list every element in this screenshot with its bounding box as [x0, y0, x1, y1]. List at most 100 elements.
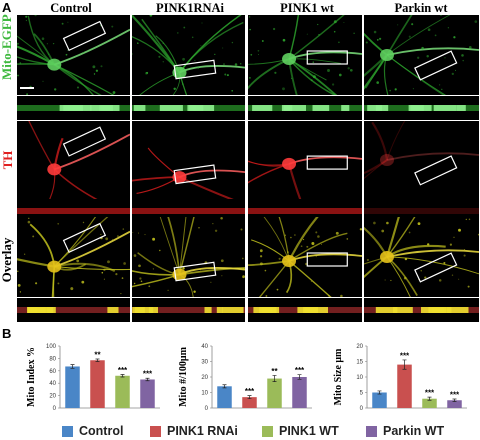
y-tick-label: 20: [201, 375, 208, 381]
chart-mito-number: Mito #/100μm 0 10 20 30 40 *** ** ***: [170, 336, 320, 422]
y-tick-label: 0: [53, 406, 57, 412]
row-label-th: TH: [0, 150, 15, 170]
y-axis-title: Mito Size μm: [333, 348, 344, 405]
legend-label-control: Control: [79, 424, 124, 438]
micrograph-th-control: [17, 121, 130, 199]
legend-swatch-pink1-rnai: [150, 425, 161, 437]
legend-label-pink1-wt: PINK1 WT: [279, 424, 339, 438]
y-tick-label: 20: [356, 344, 363, 350]
y-axis-title: Mito Index %: [26, 347, 37, 407]
significance-label: ***: [295, 366, 305, 375]
legend-item-pink1-wt: PINK1 WT: [262, 424, 339, 438]
panel-b-letter: B: [2, 326, 12, 341]
error-bar: [70, 364, 75, 369]
micrograph-th-pink1-wt: [248, 121, 362, 199]
zoom-strip-mito-egfp-parkin-wt: [364, 96, 479, 120]
micrograph-mito-egfp-parkin-wt: [364, 15, 479, 95]
error-bar: [377, 390, 382, 395]
zoom-strip-mito-egfp-pink1rnai: [132, 96, 245, 120]
bar-pink1-rnai: [90, 360, 105, 408]
micrograph-mito-egfp-pink1-wt: [248, 15, 362, 95]
legend: Control PINK1 RNAi PINK1 WT Parkin WT: [0, 424, 480, 440]
bar-control: [372, 392, 387, 408]
bar-parkin-wt: [447, 400, 462, 408]
y-tick-label: 20: [49, 394, 56, 400]
bar-control: [217, 386, 232, 408]
bar-chart-svg: Mito Size μm 0 5 10 15 20 *** *** ***: [333, 344, 467, 412]
micrograph-overlay-control: [17, 217, 130, 297]
bar-control: [65, 366, 80, 408]
error-bar: [427, 396, 432, 401]
y-tick-label: 30: [201, 360, 208, 366]
micrograph-mito-egfp-pink1rnai: [132, 15, 245, 95]
bar-pink1-wt: [267, 378, 282, 408]
column-header-pink1-wt: PINK1 wt: [280, 1, 334, 15]
column-header-parkin-wt: Parkin wt: [394, 1, 448, 15]
error-bar: [272, 375, 277, 382]
column-header-control: Control: [50, 1, 92, 15]
zoom-strip-mito-egfp-control: [17, 96, 130, 120]
chart-mito-index: Mito Index % 0 20 40 60 80 100 ** *** ***: [18, 336, 168, 422]
y-tick-label: 40: [49, 381, 56, 387]
bar-pink1-wt: [422, 398, 437, 408]
significance-label: **: [94, 351, 101, 360]
error-bar: [145, 377, 150, 382]
micrograph-th-pink1rnai: [132, 121, 245, 199]
significance-label: ***: [118, 366, 128, 375]
column-header-pink1rnai: PINK1RNAi: [155, 1, 225, 15]
micrograph-overlay-pink1rnai: [132, 217, 245, 297]
y-tick-label: 60: [49, 369, 56, 375]
micrograph-overlay-parkin-wt: [364, 217, 479, 297]
chart-mito-size: Mito Size μm 0 5 10 15 20 *** *** ***: [325, 336, 475, 422]
y-tick-label: 40: [201, 344, 208, 350]
y-tick-label: 0: [360, 406, 364, 412]
micrograph-mito-egfp-control: [17, 15, 130, 95]
bar-pink1-rnai: [242, 397, 257, 408]
zoom-strip-overlay-pink1rnai: [132, 298, 245, 322]
error-bar: [297, 374, 302, 380]
micrograph-th-parkin-wt: [364, 121, 479, 199]
bar-pink1-rnai: [397, 364, 412, 408]
y-tick-label: 100: [46, 344, 57, 350]
zoom-strip-mito-egfp-pink1-wt: [248, 96, 362, 120]
legend-item-parkin-wt: Parkin WT: [366, 424, 444, 438]
y-tick-label: 5: [360, 391, 364, 397]
legend-swatch-parkin-wt: [366, 425, 377, 437]
bar-pink1-wt: [115, 375, 130, 408]
significance-label: **: [271, 367, 278, 376]
y-tick-label: 10: [356, 375, 363, 381]
micrograph-overlay-pink1-wt: [248, 217, 362, 297]
error-bar: [95, 358, 100, 362]
significance-label: ***: [143, 370, 153, 379]
zoom-strip-overlay-parkin-wt: [364, 298, 479, 322]
row-label-mito-egfp: Mito-EGFP: [0, 14, 14, 80]
error-bar: [247, 395, 252, 400]
significance-label: ***: [450, 391, 460, 400]
significance-label: ***: [245, 387, 255, 396]
error-bar: [402, 359, 407, 370]
significance-label: ***: [425, 389, 435, 398]
legend-label-pink1-rnai: PINK1 RNAi: [167, 424, 238, 438]
zoom-strip-overlay-pink1-wt: [248, 298, 362, 322]
legend-item-pink1-rnai: PINK1 RNAi: [150, 424, 238, 438]
panel-a-letter: A: [2, 0, 12, 15]
error-bar: [222, 384, 227, 389]
bar-parkin-wt: [292, 377, 307, 408]
legend-label-parkin-wt: Parkin WT: [383, 424, 445, 438]
significance-label: ***: [400, 351, 410, 360]
legend-swatch-control: [62, 425, 73, 437]
legend-swatch-pink1-wt: [262, 425, 273, 437]
y-tick-label: 80: [49, 356, 56, 362]
error-bar: [452, 398, 457, 402]
zoom-strip-overlay-control: [17, 298, 130, 322]
bar-parkin-wt: [140, 379, 155, 408]
y-tick-label: 15: [356, 360, 363, 366]
legend-item-control: Control: [62, 424, 123, 438]
y-tick-label: 10: [201, 391, 208, 397]
y-tick-label: 0: [205, 406, 209, 412]
error-bar: [120, 374, 125, 378]
row-label-overlay: Overlay: [0, 237, 14, 283]
y-axis-title: Mito #/100μm: [178, 346, 189, 406]
